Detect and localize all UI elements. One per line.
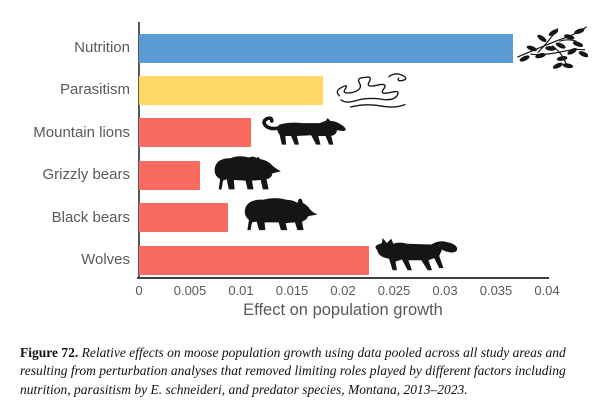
branch-leaves-icon (516, 19, 588, 75)
black-bear-icon (238, 193, 320, 233)
x-tick-label-0-02: 0.02 (330, 283, 356, 298)
x-tick-label-0-025: 0.025 (377, 283, 411, 298)
category-label-nutrition: Nutrition (74, 39, 130, 56)
x-axis-title: Effect on population growth (243, 301, 443, 319)
figure-caption-label: Figure 72. (20, 345, 79, 360)
grizzly-bear-icon (210, 153, 286, 191)
x-axis-line (137, 277, 549, 279)
y-axis-line (138, 22, 140, 278)
category-label-grizzly-bears: Grizzly bears (42, 166, 130, 184)
bar-mountain-lions (139, 118, 252, 148)
x-tick-label-0-01: 0.01 (228, 283, 254, 298)
bar-black-bears (139, 203, 228, 233)
bar-nutrition (139, 33, 514, 63)
x-tick-label-0-03: 0.03 (432, 283, 458, 298)
mountain-lion-icon (261, 114, 347, 148)
x-tick-label-0-04: 0.04 (534, 283, 560, 298)
x-tick-label-0: 0 (135, 283, 143, 298)
worms-icon (333, 68, 413, 114)
bar-chart: Effect on population growth Nutrition Par… (33, 19, 604, 319)
x-tick-label-0-005: 0.005 (173, 283, 207, 298)
category-label-black-bears: Black bears (51, 208, 130, 226)
x-tick-label-0-035: 0.035 (479, 283, 513, 298)
wolf-icon (374, 233, 460, 276)
category-label-parasitism: Parasitism (59, 81, 130, 99)
category-label-wolves: Wolves (81, 251, 130, 268)
x-tick-label-0-015: 0.015 (275, 283, 309, 298)
category-label-mountain-lions: Mountain lions (33, 123, 130, 141)
bar-parasitism (139, 75, 323, 105)
bar-grizzly-bears (139, 160, 201, 190)
figure-caption: Figure 72. Relative effects on moose pop… (20, 344, 574, 399)
figure-caption-text: Relative effects on moose population gro… (20, 345, 566, 397)
bar-wolves (139, 245, 369, 275)
